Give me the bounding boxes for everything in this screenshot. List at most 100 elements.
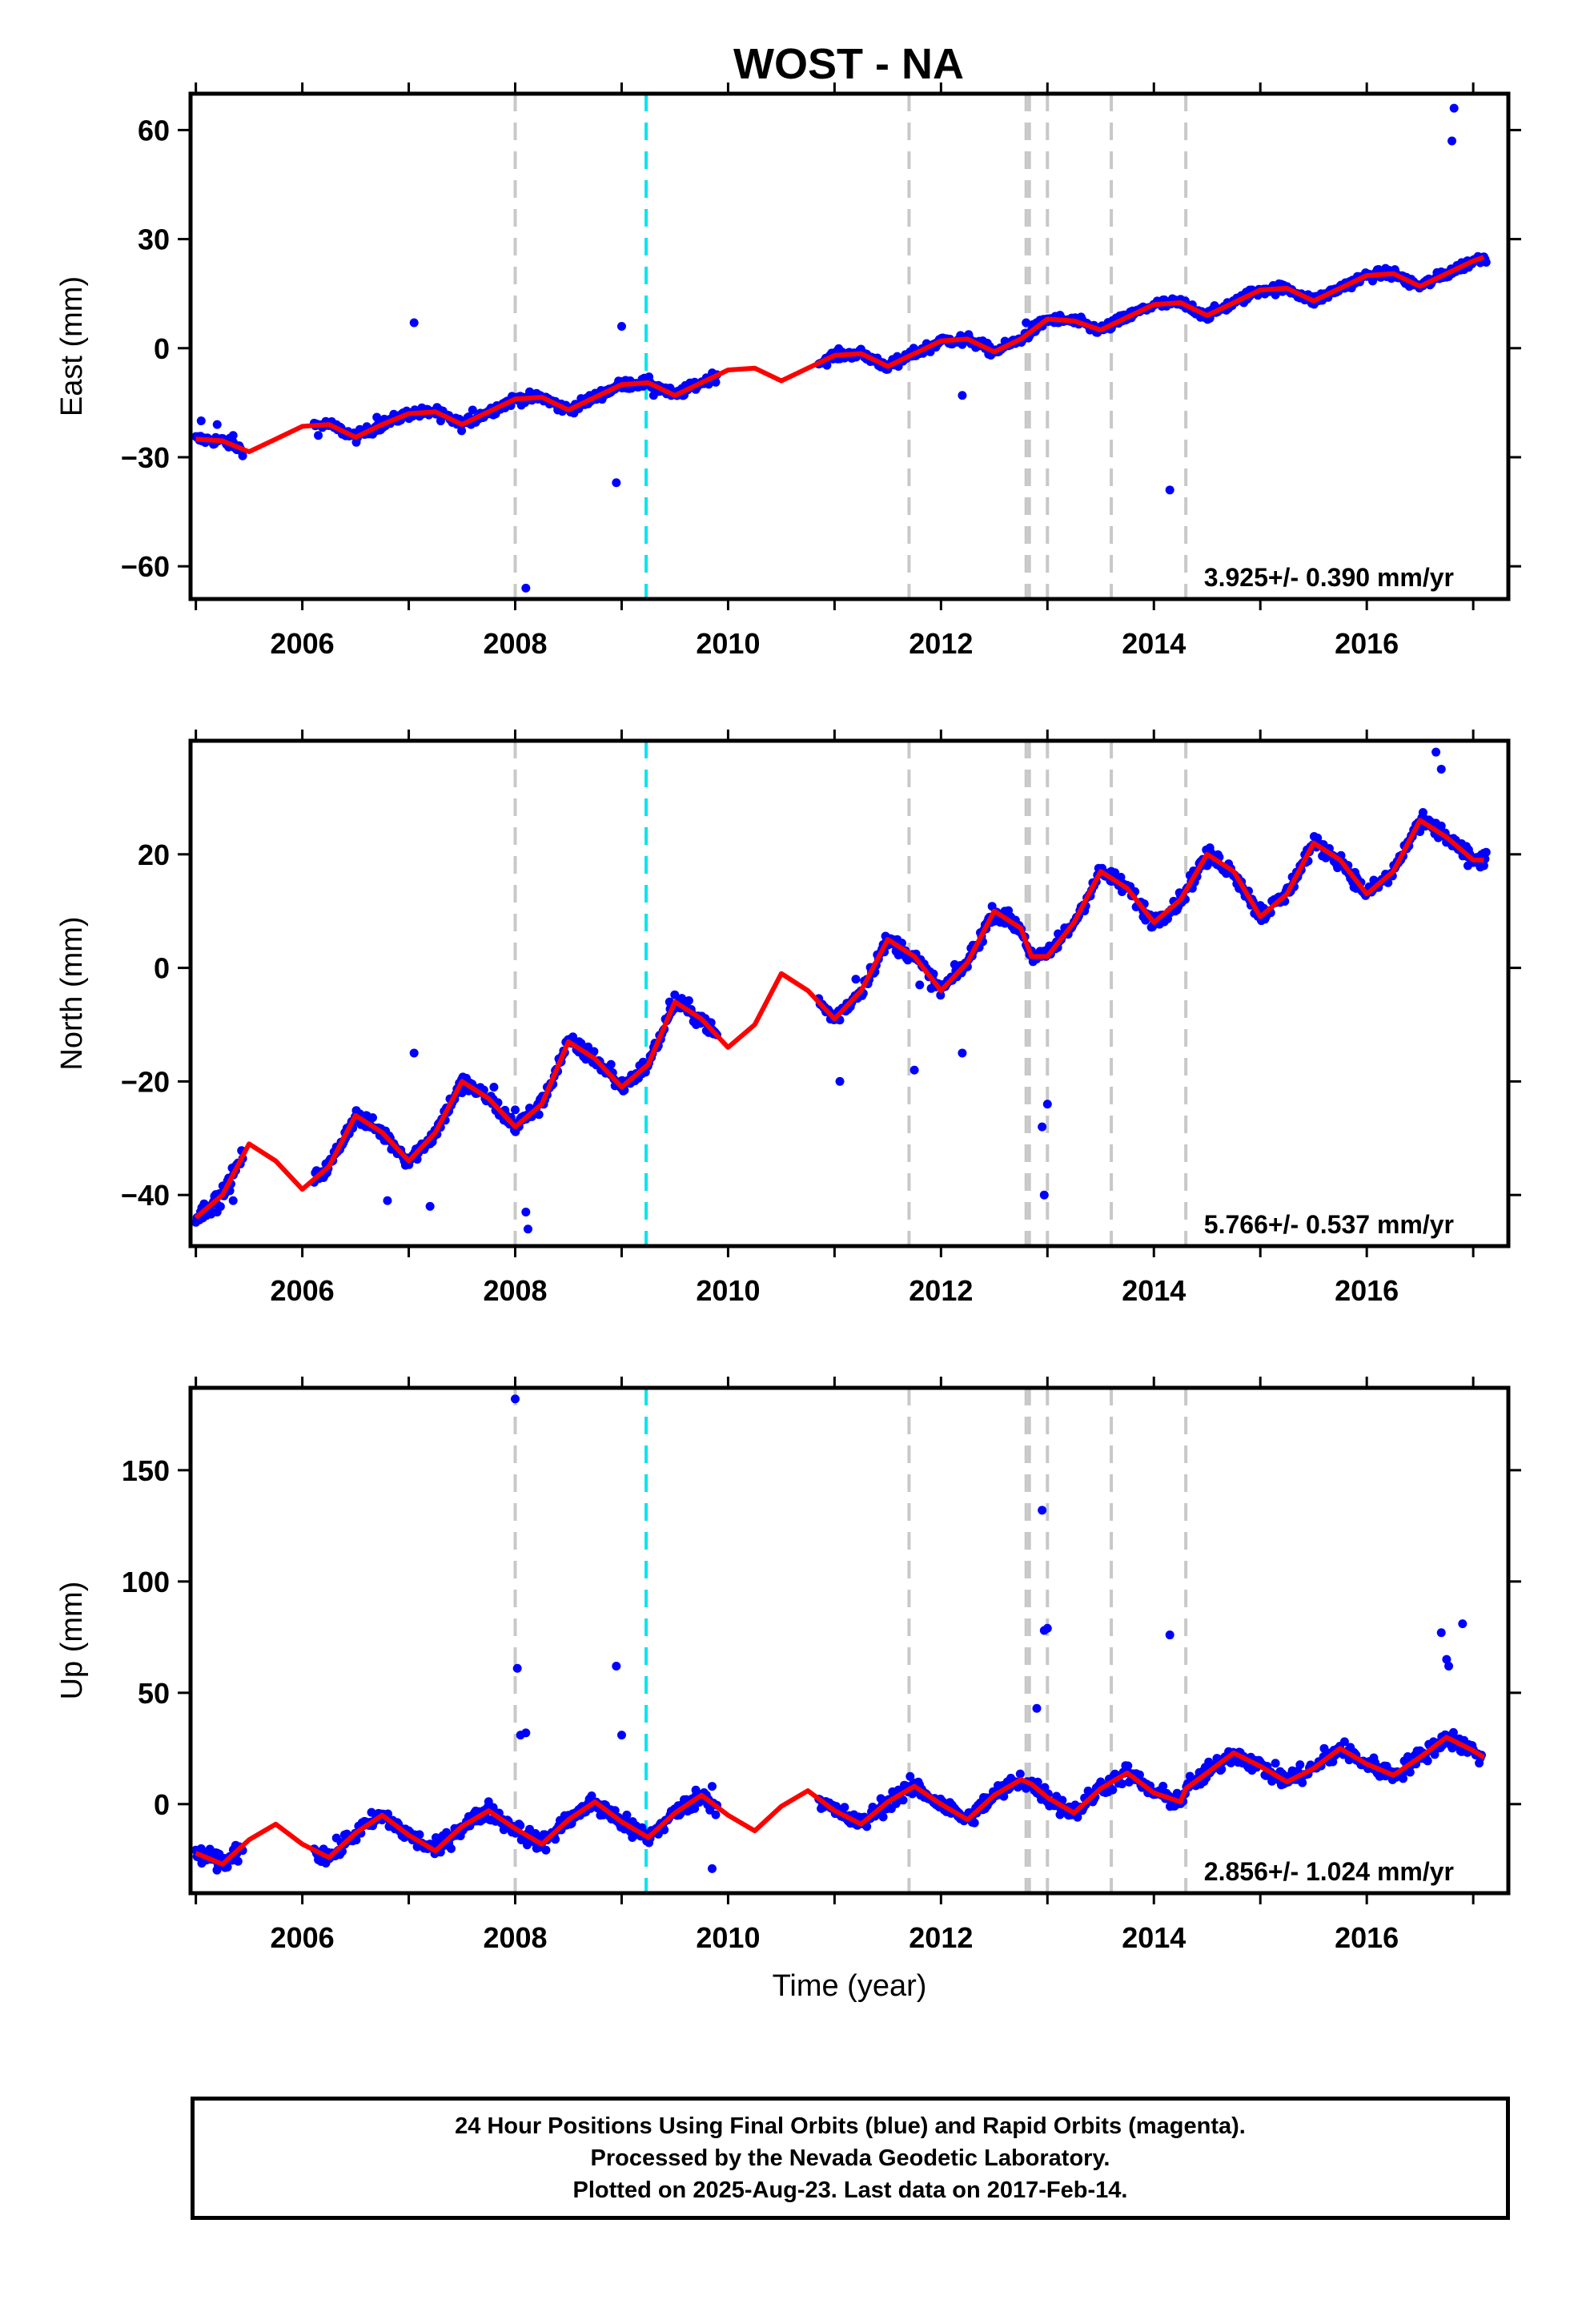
observation-point <box>551 1835 560 1844</box>
observation-point <box>1022 318 1031 328</box>
observation-point <box>1423 1756 1432 1766</box>
observation-point <box>589 1047 599 1056</box>
outlier-point <box>521 583 531 593</box>
outlier-point <box>616 1731 626 1740</box>
outlier-point <box>523 1224 532 1234</box>
x-tick-label: 2010 <box>696 1921 760 1954</box>
observation-point <box>707 1782 717 1791</box>
observation-point <box>711 377 721 387</box>
x-tick-label: 2010 <box>696 1274 760 1307</box>
observation-points <box>191 103 1491 593</box>
panel-north: −40 −20 0 20 2006 2008 2010 2012 2014 2016 North (… <box>55 730 1521 1307</box>
observation-point <box>1319 1743 1329 1753</box>
outlier-point <box>409 318 419 328</box>
outlier-point <box>835 1076 845 1086</box>
observation-point <box>1015 1769 1025 1779</box>
observation-point <box>534 1110 544 1120</box>
observation-point <box>851 975 861 984</box>
observation-points <box>191 747 1491 1234</box>
x-tick-label: 2016 <box>1335 627 1399 660</box>
outlier-point <box>707 1864 717 1873</box>
observation-point <box>215 1202 225 1212</box>
outlier-point <box>1449 103 1459 113</box>
outlier-point <box>612 478 621 488</box>
y-axis-label: North (mm) <box>55 916 89 1070</box>
outlier-point <box>1042 1100 1052 1109</box>
footer-line-3: Plotted on 2025-Aug-23. Last data on 201… <box>572 2177 1128 2203</box>
observation-point <box>1108 1785 1118 1795</box>
y-tick-label: 20 <box>138 838 170 871</box>
observation-point <box>915 980 925 990</box>
outlier-point <box>1165 485 1174 495</box>
outlier-point <box>1038 1122 1047 1132</box>
observation-point <box>1399 1774 1407 1783</box>
observation-point <box>862 1822 872 1831</box>
observation-point <box>1295 1760 1305 1770</box>
x-tick-label: 2012 <box>909 627 973 660</box>
outlier-point <box>1447 136 1457 146</box>
x-axis-label: Time (year) <box>773 1969 927 2003</box>
outlier-point <box>958 1048 967 1058</box>
observation-point <box>690 1803 700 1813</box>
observation-point <box>1040 1783 1050 1792</box>
y-tick-label: −20 <box>121 1065 170 1098</box>
model-fit-line <box>195 255 1485 455</box>
observation-point <box>822 360 832 370</box>
x-tick-label: 2012 <box>909 1921 973 1954</box>
footer-line-2: Processed by the Nevada Geodetic Laborat… <box>590 2145 1110 2171</box>
x-tick-label: 2010 <box>696 627 760 660</box>
x-tick-label: 2014 <box>1122 1921 1186 1954</box>
observation-point <box>1073 1812 1082 1822</box>
velocity-rate-label: 3.925+/- 0.390 mm/yr <box>1204 563 1454 592</box>
x-tick-label: 2008 <box>483 627 547 660</box>
observation-point <box>1217 1764 1227 1774</box>
observation-point <box>587 1791 596 1800</box>
observation-point <box>489 1082 499 1092</box>
x-tick-label: 2008 <box>483 1921 547 1954</box>
observation-point <box>228 1196 238 1205</box>
panel-frame <box>188 738 1511 1248</box>
footer-info-box: 24 Hour Positions Using Final Orbits (bl… <box>191 2097 1510 2220</box>
observation-point <box>468 405 477 415</box>
outlier-point <box>521 1207 531 1216</box>
x-tick-label: 2006 <box>271 1274 335 1307</box>
observation-point <box>670 990 680 999</box>
y-tick-label: −40 <box>121 1179 170 1212</box>
y-axis-label: East (mm) <box>55 276 89 416</box>
observation-point <box>1405 1767 1415 1777</box>
observation-points <box>191 1394 1486 1875</box>
observation-point <box>1298 1778 1307 1787</box>
outlier-point <box>612 1661 621 1671</box>
outlier-point <box>1436 764 1446 774</box>
outlier-point <box>521 1728 531 1738</box>
observation-point <box>368 1113 377 1123</box>
observation-point <box>314 431 323 440</box>
y-tick-label: 100 <box>122 1566 170 1598</box>
y-tick-label: 0 <box>154 332 170 365</box>
panel-frame <box>188 91 1511 601</box>
outlier-point <box>1458 1619 1468 1629</box>
outlier-point <box>1032 1703 1042 1713</box>
outlier-point <box>383 1196 392 1205</box>
panel-up: 0 50 100 150 2006 2008 2010 2012 2014 2016 Up (mm)… <box>55 1377 1521 1954</box>
observation-point <box>936 991 946 1000</box>
y-tick-label: 60 <box>138 114 170 147</box>
observation-point <box>212 420 222 429</box>
outlier-point <box>1444 1661 1454 1671</box>
outlier-point <box>409 1048 419 1058</box>
velocity-rate-label: 2.856+/- 1.024 mm/yr <box>1204 1857 1454 1886</box>
observation-point <box>898 1795 908 1805</box>
observation-point <box>1123 1761 1133 1771</box>
outlier-point <box>511 1394 520 1404</box>
x-tick-label: 2006 <box>271 1921 335 1954</box>
x-tick-label: 2016 <box>1335 1921 1399 1954</box>
observation-point <box>196 416 206 426</box>
observation-point <box>447 1844 456 1853</box>
outlier-point <box>1038 1506 1047 1515</box>
observation-point <box>457 426 467 436</box>
observation-point <box>905 1771 915 1781</box>
observation-point <box>372 412 382 422</box>
outlier-point <box>958 391 967 400</box>
observation-point <box>207 1209 216 1219</box>
